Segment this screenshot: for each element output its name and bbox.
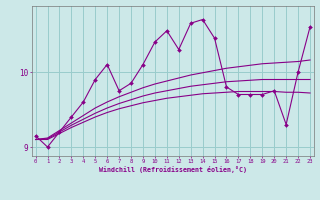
X-axis label: Windchill (Refroidissement éolien,°C): Windchill (Refroidissement éolien,°C): [99, 166, 247, 173]
